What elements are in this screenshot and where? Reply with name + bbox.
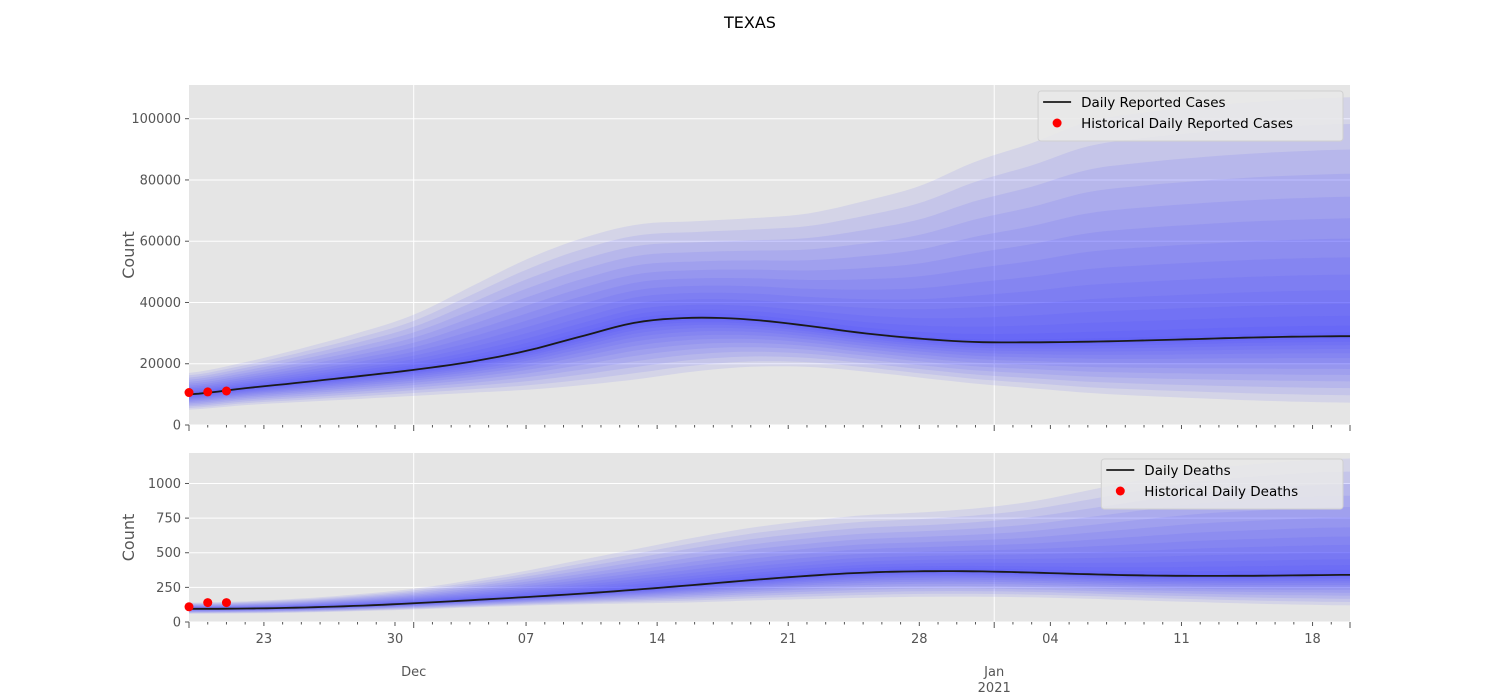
deaths-uncertainty-band xyxy=(189,517,1350,612)
cases-uncertainty-band xyxy=(189,274,1350,399)
deaths-uncertainty-band xyxy=(189,544,1350,611)
cases-legend-dot-swatch xyxy=(1052,118,1062,128)
cases-uncertainty-band xyxy=(189,196,1350,404)
x-year-label: 2021 xyxy=(978,681,1011,696)
x-month-label: Dec xyxy=(401,665,426,680)
deaths-legend-dot-swatch xyxy=(1115,486,1125,496)
deaths-y-tick-label: 250 xyxy=(156,581,181,596)
deaths-historical-point xyxy=(203,598,213,608)
cases-legend-label: Historical Daily Reported Cases xyxy=(1081,116,1293,132)
deaths-y-axis-label: Count xyxy=(119,514,138,562)
deaths-legend-label: Historical Daily Deaths xyxy=(1144,484,1298,500)
cases-uncertainty-band xyxy=(189,124,1350,408)
x-month-label: Jan xyxy=(983,665,1004,680)
cases-uncertainty-band xyxy=(189,290,1350,398)
deaths-legend-frame xyxy=(1100,458,1344,510)
deaths-median-line xyxy=(189,570,1350,610)
cases-uncertainty-band xyxy=(189,313,1350,396)
cases-uncertainty-band xyxy=(189,97,1350,410)
deaths-uncertainty-band xyxy=(189,458,1350,614)
deaths-uncertainty-band xyxy=(189,471,1350,614)
figure-title: TEXAS xyxy=(723,13,776,32)
x-tick-label: 30 xyxy=(387,632,404,647)
x-tick-label: 23 xyxy=(256,632,273,647)
deaths-uncertainty-band xyxy=(189,565,1350,610)
x-tick-label: 11 xyxy=(1173,632,1190,647)
x-tick-label: 18 xyxy=(1304,632,1321,647)
deaths-legend-label: Daily Deaths xyxy=(1144,463,1230,479)
deaths-uncertainty-band xyxy=(189,552,1350,610)
deaths-uncertainty-band xyxy=(189,527,1350,611)
deaths-y-tick-label: 500 xyxy=(156,546,181,561)
cases-historical-point xyxy=(203,387,213,397)
cases-uncertainty-band xyxy=(189,304,1350,397)
deaths-y-tick-label: 1000 xyxy=(148,477,181,492)
cases-historical-point xyxy=(184,388,194,398)
cases-y-tick-label: 20000 xyxy=(140,357,181,372)
cases-y-tick-label: 60000 xyxy=(140,235,181,250)
x-tick-label: 21 xyxy=(780,632,797,647)
x-tick-label: 28 xyxy=(911,632,928,647)
cases-y-tick-label: 100000 xyxy=(131,112,181,127)
deaths-panel: 0 250 500 750 1000 Count Daily Deaths Historica… xyxy=(119,453,1351,696)
cases-historical-point xyxy=(221,386,231,396)
cases-uncertainty-band xyxy=(189,173,1350,405)
cases-y-tick-label: 40000 xyxy=(140,296,181,311)
cases-panel: 0 20000 40000 60000 80000 100000 Count Daily Re… xyxy=(119,85,1351,434)
deaths-uncertainty-band xyxy=(189,495,1350,613)
cases-plot-area xyxy=(189,85,1350,425)
cases-legend-label: Daily Reported Cases xyxy=(1081,95,1225,111)
deaths-uncertainty-band xyxy=(189,507,1350,612)
deaths-y-tick-label: 750 xyxy=(156,512,181,527)
deaths-uncertainty-band xyxy=(189,484,1350,613)
deaths-uncertainty-band xyxy=(189,559,1350,610)
cases-y-tick-label: 80000 xyxy=(140,173,181,188)
deaths-historical-point xyxy=(184,602,194,612)
x-tick-label: 07 xyxy=(518,632,535,647)
x-tick-label: 04 xyxy=(1042,632,1059,647)
deaths-uncertainty-band xyxy=(189,536,1350,611)
cases-uncertainty-band xyxy=(189,218,1350,402)
deaths-legend: Daily Deaths Historical Daily Deaths xyxy=(1100,458,1344,510)
cases-legend: Daily Reported Cases Historical Daily Rep… xyxy=(1037,90,1344,142)
cases-uncertainty-band xyxy=(189,309,1350,396)
cases-uncertainty-band xyxy=(189,257,1350,400)
cases-median-line xyxy=(188,316,1350,396)
x-tick-label: 14 xyxy=(649,632,666,647)
cases-legend-frame xyxy=(1037,90,1344,142)
cases-y-tick-label: 0 xyxy=(173,419,181,434)
deaths-y-tick-label: 0 xyxy=(173,616,181,631)
deaths-historical-point xyxy=(221,598,231,608)
cases-y-axis-label: Count xyxy=(119,231,138,279)
